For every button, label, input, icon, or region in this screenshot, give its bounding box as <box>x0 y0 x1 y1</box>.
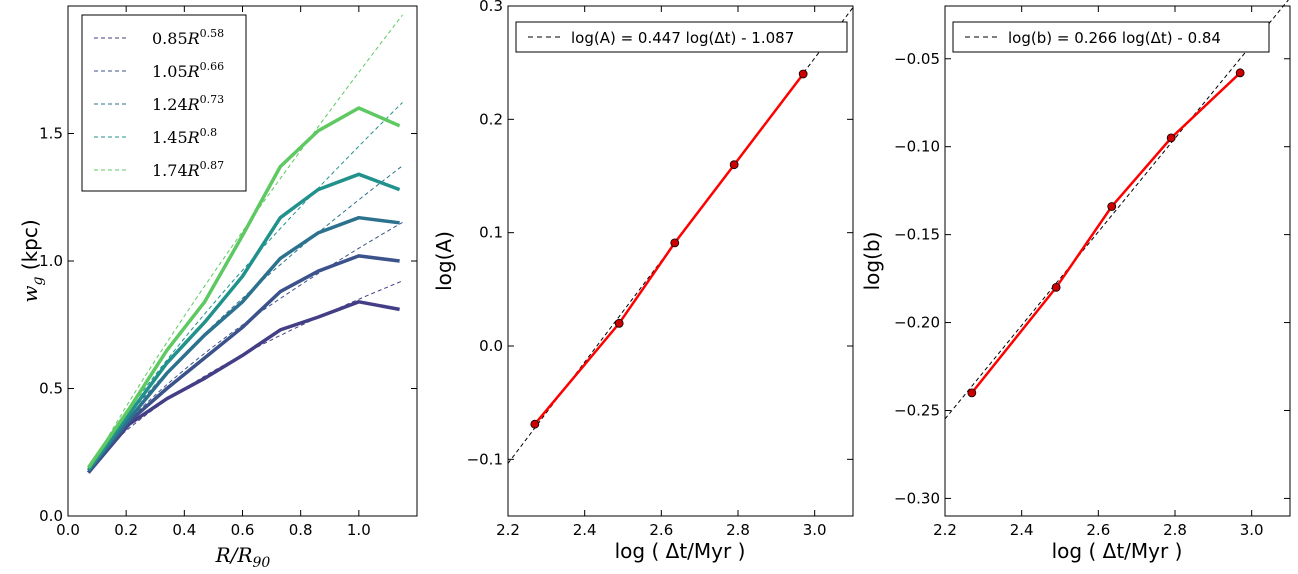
legend-box <box>81 14 247 192</box>
legend-label: 1.45R0.8 <box>152 126 217 147</box>
fit-line <box>944 0 1289 420</box>
x-tick-label: 2.8 <box>726 521 750 539</box>
x-tick-label: 2.2 <box>496 521 520 539</box>
y-tick-label: 0.1 <box>479 224 503 242</box>
x-axis-label: log ( Δt/Myr ) <box>1052 539 1183 563</box>
legend-label: 0.85R0.58 <box>152 27 224 48</box>
x-tick-label: 2.6 <box>649 521 673 539</box>
axis-ticks: 2.2 2.4 2.6 2.8 3.0 −0.30 −0.25 −0.20 −0.15 −0.10… <box>894 6 1290 539</box>
y-tick-label: −0.25 <box>894 401 940 419</box>
series-line <box>533 73 805 426</box>
x-tick-label: 0.6 <box>231 521 255 539</box>
y-tick-label: 1.0 <box>39 252 63 270</box>
legend-label: 1.24R0.73 <box>152 93 224 114</box>
data-series <box>86 106 401 474</box>
fit-curve <box>87 221 403 470</box>
data-point <box>530 419 540 429</box>
x-tick-label: 2.4 <box>1010 521 1034 539</box>
axis-ticks: 0.0 0.2 0.4 0.6 0.8 1.0 0.0 0.5 1.0 1.5 <box>39 6 417 539</box>
legend-box <box>952 21 1270 53</box>
y-tick-label: 0.0 <box>39 507 63 525</box>
data-point <box>798 69 808 79</box>
data-point <box>967 388 977 398</box>
y-tick-label: 0.0 <box>479 337 503 355</box>
x-tick-label: 1.0 <box>347 521 371 539</box>
data-point <box>1107 202 1117 211</box>
legend-fit-label: log(b) = 0.266 log(Δt) - 0.84 <box>1008 29 1221 47</box>
data-point <box>729 160 739 170</box>
legend-box <box>515 21 848 53</box>
data-series <box>530 69 808 429</box>
y-tick-label: −0.10 <box>894 138 940 156</box>
x-tick-label: 2.2 <box>933 521 957 539</box>
y-tick-label: 0.2 <box>479 110 503 128</box>
series-line <box>87 300 400 474</box>
series-line <box>87 254 400 474</box>
data-point <box>670 238 680 248</box>
legend-label: 1.05R0.66 <box>152 60 224 81</box>
x-axis-label: R/R90 <box>215 543 271 571</box>
fit-line <box>944 0 1289 420</box>
legend: log(A) = 0.447 log(Δt) - 1.087 <box>515 21 848 53</box>
panel-log-a: 2.2 2.4 2.6 2.8 3.0 −0.1 0.0 0.1 0.2 0.3 log ( Δt… <box>432 0 854 563</box>
data-point <box>1051 282 1061 292</box>
y-axis-label: log(b) <box>860 232 884 291</box>
x-tick-label: 0.2 <box>114 521 138 539</box>
fit-curve <box>87 165 403 471</box>
data-point <box>614 318 624 328</box>
y-axis-label: wg (kpc) <box>18 219 46 302</box>
y-tick-label: 1.5 <box>39 125 63 143</box>
x-tick-label: 2.4 <box>573 521 597 539</box>
series-line <box>970 71 1242 394</box>
series-line <box>87 215 400 472</box>
plot-frame <box>944 5 1291 517</box>
legend-label: 1.74R0.87 <box>152 159 224 180</box>
panel-log-b: 2.2 2.4 2.6 2.8 3.0 −0.30 −0.25 −0.20 −0.15 −0.10… <box>860 0 1291 563</box>
plot-frame <box>507 5 854 517</box>
x-tick-label: 2.6 <box>1086 521 1110 539</box>
legend: 0.85R0.58 1.05R0.66 1.24R0.73 1.45R0.8 1.74R… <box>81 14 247 192</box>
x-axis-label: log ( Δt/Myr ) <box>615 539 746 563</box>
x-tick-label: 3.0 <box>1240 521 1264 539</box>
y-tick-label: −0.30 <box>894 489 940 507</box>
panel-wg-vs-radius: 0.0 0.2 0.4 0.6 0.8 1.0 0.0 0.5 1.0 1.5 R/R90 wg … <box>18 5 418 571</box>
x-tick-label: 0.0 <box>56 521 80 539</box>
fit-curve <box>88 280 403 470</box>
series-line <box>86 106 401 469</box>
y-tick-label: −0.20 <box>894 314 940 332</box>
x-tick-label: 2.8 <box>1163 521 1187 539</box>
series-line <box>86 172 401 472</box>
y-tick-label: 0.3 <box>479 0 503 15</box>
data-point <box>1166 133 1176 143</box>
x-tick-label: 0.4 <box>172 521 196 539</box>
legend-fit-label: log(A) = 0.447 log(Δt) - 1.087 <box>571 29 794 47</box>
legend: log(b) = 0.266 log(Δt) - 0.84 <box>952 21 1270 53</box>
y-tick-label: 0.5 <box>39 380 63 398</box>
axis-ticks: 2.2 2.4 2.6 2.8 3.0 −0.1 0.0 0.1 0.2 0.3 <box>467 0 853 539</box>
y-tick-label: −0.05 <box>894 50 940 68</box>
x-tick-label: 3.0 <box>803 521 827 539</box>
y-tick-label: −0.1 <box>467 450 503 468</box>
y-axis-label: log(A) <box>432 231 456 291</box>
svg-text:log(b): log(b) <box>860 232 884 291</box>
data-series <box>967 68 1245 398</box>
data-point <box>1235 68 1245 78</box>
x-tick-label: 0.8 <box>289 521 313 539</box>
svg-text:wg (kpc): wg (kpc) <box>18 219 46 302</box>
y-tick-label: −0.15 <box>894 226 940 244</box>
svg-text:log(A): log(A) <box>432 231 456 291</box>
